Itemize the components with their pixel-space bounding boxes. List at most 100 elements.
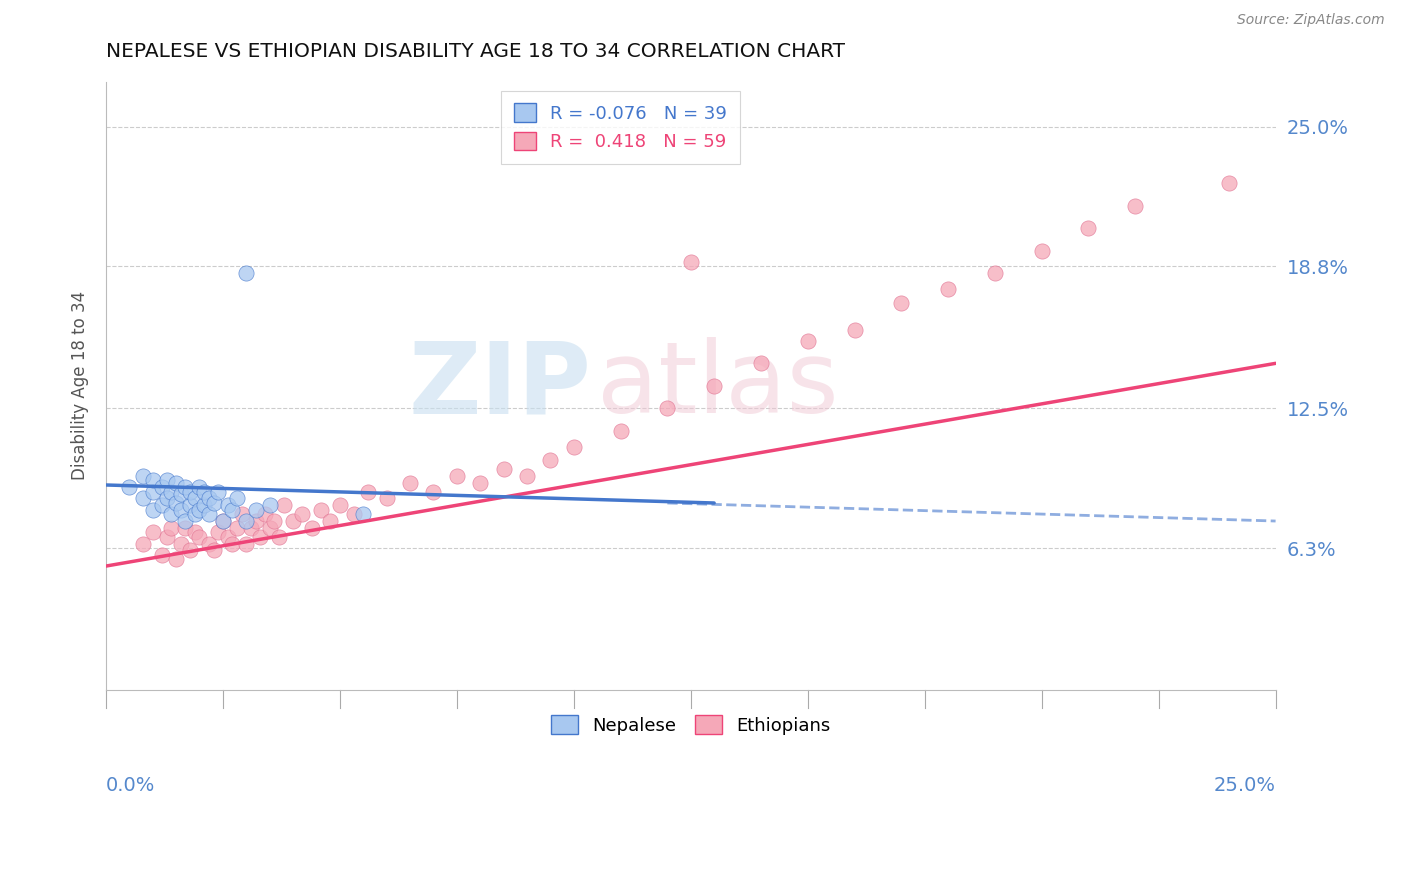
Point	[188, 502, 211, 516]
Point	[150, 480, 173, 494]
Point	[357, 484, 380, 499]
Point	[193, 484, 215, 499]
Point	[609, 424, 631, 438]
Point	[1031, 244, 1053, 258]
Point	[343, 508, 366, 522]
Point	[207, 484, 229, 499]
Point	[562, 440, 585, 454]
Point	[156, 474, 179, 488]
Point	[188, 530, 211, 544]
Point	[156, 530, 179, 544]
Point	[1077, 221, 1099, 235]
Point	[217, 530, 239, 544]
Point	[796, 334, 818, 348]
Point	[259, 521, 281, 535]
Point	[273, 498, 295, 512]
Point	[267, 530, 290, 544]
Point	[221, 536, 243, 550]
Point	[1123, 199, 1146, 213]
Point	[749, 356, 772, 370]
Point	[936, 282, 959, 296]
Point	[319, 514, 342, 528]
Text: Source: ZipAtlas.com: Source: ZipAtlas.com	[1237, 13, 1385, 28]
Point	[160, 484, 183, 499]
Point	[179, 484, 201, 499]
Point	[890, 295, 912, 310]
Point	[231, 508, 253, 522]
Point	[249, 530, 271, 544]
Y-axis label: Disability Age 18 to 34: Disability Age 18 to 34	[72, 292, 89, 481]
Point	[422, 484, 444, 499]
Point	[207, 525, 229, 540]
Point	[156, 491, 179, 506]
Point	[259, 498, 281, 512]
Point	[225, 521, 247, 535]
Point	[184, 491, 207, 506]
Point	[291, 508, 314, 522]
Point	[198, 536, 221, 550]
Text: atlas: atlas	[598, 337, 839, 434]
Point	[235, 514, 257, 528]
Point	[198, 508, 221, 522]
Point	[174, 480, 197, 494]
Point	[174, 514, 197, 528]
Point	[239, 521, 262, 535]
Point	[235, 266, 257, 280]
Point	[281, 514, 304, 528]
Point	[221, 502, 243, 516]
Point	[446, 469, 468, 483]
Point	[516, 469, 538, 483]
Point	[212, 514, 235, 528]
Point	[179, 543, 201, 558]
Point	[202, 543, 225, 558]
Point	[253, 508, 276, 522]
Point	[263, 514, 285, 528]
Point	[132, 536, 155, 550]
Text: 0.0%: 0.0%	[105, 775, 155, 795]
Point	[375, 491, 398, 506]
Point	[329, 498, 352, 512]
Point	[492, 462, 515, 476]
Point	[657, 401, 679, 416]
Point	[165, 552, 187, 566]
Point	[193, 498, 215, 512]
Point	[118, 480, 141, 494]
Point	[132, 469, 155, 483]
Point	[179, 498, 201, 512]
Point	[352, 508, 374, 522]
Point	[538, 453, 561, 467]
Point	[142, 474, 165, 488]
Point	[170, 487, 193, 501]
Point	[703, 379, 725, 393]
Point	[150, 548, 173, 562]
Point	[184, 508, 207, 522]
Point	[1218, 176, 1240, 190]
Point	[844, 322, 866, 336]
Point	[142, 525, 165, 540]
Point	[309, 502, 332, 516]
Point	[150, 498, 173, 512]
Point	[212, 514, 235, 528]
Point	[235, 536, 257, 550]
Text: ZIP: ZIP	[409, 337, 592, 434]
Point	[245, 514, 267, 528]
Point	[225, 491, 247, 506]
Point	[170, 536, 193, 550]
Point	[188, 480, 211, 494]
Point	[217, 498, 239, 512]
Point	[679, 255, 702, 269]
Legend: Nepalese, Ethiopians: Nepalese, Ethiopians	[544, 708, 838, 742]
Point	[142, 484, 165, 499]
Point	[132, 491, 155, 506]
Point	[202, 496, 225, 510]
Point	[198, 491, 221, 506]
Point	[142, 502, 165, 516]
Point	[165, 475, 187, 490]
Point	[174, 521, 197, 535]
Text: NEPALESE VS ETHIOPIAN DISABILITY AGE 18 TO 34 CORRELATION CHART: NEPALESE VS ETHIOPIAN DISABILITY AGE 18 …	[105, 42, 845, 61]
Point	[245, 502, 267, 516]
Point	[160, 521, 183, 535]
Point	[184, 525, 207, 540]
Point	[399, 475, 422, 490]
Point	[160, 508, 183, 522]
